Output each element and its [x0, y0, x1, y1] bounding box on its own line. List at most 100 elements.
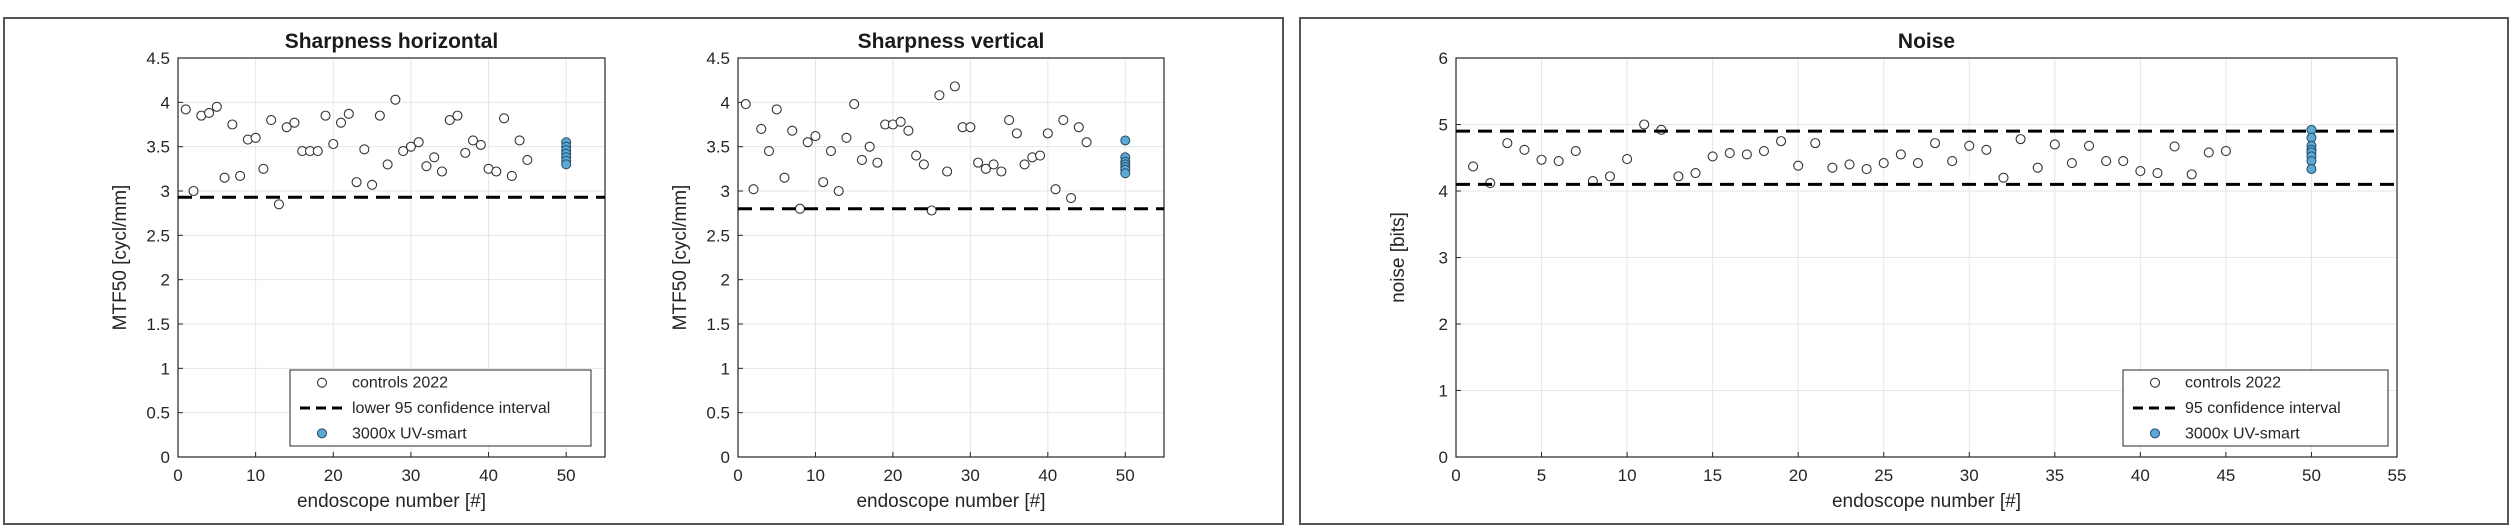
- sharpness-horizontal-axes-box: [177, 57, 606, 458]
- sharpness-horizontal-control-point: [390, 94, 401, 105]
- left-figure-panel: 0 10 20 30 40 50 0 0.5 1 1.5 2 2.5 3 3.5 4 4.5 Sharpness…: [3, 17, 1284, 525]
- sharpness-vertical-control-point: [895, 116, 906, 127]
- noise-x-tick-label: 20: [1789, 466, 1808, 485]
- sharpness-horizontal-control-point: [467, 135, 479, 146]
- noise-control-point: [1878, 158, 1889, 169]
- sharpness-horizontal-x-tick-label: 0: [173, 466, 182, 485]
- noise-x-tick-label: 25: [1874, 466, 1893, 485]
- noise-legend-marker-uvsmart: [2150, 428, 2160, 439]
- noise-y-tick-label: 6: [1439, 49, 1448, 68]
- noise-control-point: [1468, 161, 1479, 172]
- sharpness-horizontal-control-point: [413, 137, 424, 148]
- noise-control-point: [1570, 146, 1581, 157]
- noise-control-point: [1502, 138, 1513, 149]
- sharpness-vertical-axes-box: [737, 57, 1165, 458]
- sharpness-vertical-control-point: [771, 104, 782, 115]
- sharpness-vertical-control-point: [934, 90, 945, 101]
- noise-x-tick-label: 50: [2302, 466, 2321, 485]
- sharpness-vertical-control-point: [911, 150, 922, 161]
- sharpness-vertical-y-tick-label: 3.5: [706, 138, 730, 157]
- noise-uvsmart-point: [2306, 164, 2317, 175]
- sharpness-horizontal-control-point: [227, 119, 238, 130]
- sharpness-horizontal-control-point: [429, 152, 440, 163]
- sharpness-vertical-uvsmart-point: [1120, 168, 1131, 179]
- sharpness-horizontal-legend-label: lower 95 confidence interval: [352, 400, 550, 417]
- sharpness-horizontal-x-tick-label: 30: [401, 466, 420, 485]
- noise-x-tick-label: 35: [2045, 466, 2064, 485]
- sharpness-horizontal-control-point: [281, 122, 292, 133]
- noise-control-point: [1930, 138, 1941, 149]
- noise-control-point: [1895, 149, 1906, 160]
- noise-x-axis-label: endoscope number [#]: [1832, 491, 2021, 512]
- sharpness-horizontal-control-point: [289, 117, 300, 128]
- sharpness-horizontal-control-point: [258, 163, 269, 174]
- sharpness-vertical-control-point: [965, 122, 976, 133]
- noise-control-point: [2049, 139, 2060, 150]
- noise-x-tick-label: 40: [2131, 466, 2150, 485]
- sharpness-horizontal-y-tick-label: 4.5: [146, 49, 170, 68]
- sharpness-horizontal-y-axis-label: MTF50 [cycl/mm]: [110, 185, 131, 331]
- noise-control-point: [2066, 158, 2077, 169]
- sharpness-vertical-y-tick-label: 0.5: [706, 404, 730, 423]
- noise-control-point: [2220, 146, 2231, 157]
- sharpness-horizontal-control-point: [522, 154, 533, 166]
- noise-control-point: [2083, 140, 2095, 151]
- sharpness-vertical-control-point: [756, 123, 767, 134]
- sharpness-horizontal-y-tick-label: 1: [161, 359, 170, 378]
- noise-control-point: [1947, 156, 1958, 167]
- sharpness-vertical-control-point: [818, 177, 829, 188]
- sharpness-horizontal-control-point: [250, 132, 261, 143]
- noise-x-tick-label: 45: [2216, 466, 2235, 485]
- noise-control-point: [1741, 149, 1752, 160]
- sharpness-vertical-y-axis-label: MTF50 [cycl/mm]: [670, 185, 691, 331]
- sharpness-horizontal-y-tick-label: 4: [161, 93, 170, 112]
- noise-control-point: [2135, 166, 2146, 177]
- sharpness-vertical-control-point: [856, 154, 867, 166]
- noise-control-point: [2186, 169, 2197, 180]
- sharpness-vertical-control-point: [794, 203, 806, 214]
- sharpness-vertical-control-point: [1019, 159, 1030, 170]
- noise-y-tick-label: 1: [1439, 382, 1448, 401]
- noise-control-point: [1604, 171, 1616, 182]
- sharpness-horizontal-y-tick-label: 2.5: [146, 226, 170, 245]
- noise-control-point: [2203, 147, 2214, 158]
- sharpness-horizontal-x-tick-label: 50: [557, 466, 576, 485]
- sharpness-horizontal-control-point: [374, 110, 385, 121]
- sharpness-horizontal-control-point: [335, 117, 347, 128]
- sharpness-vertical-control-point: [918, 159, 929, 170]
- noise-control-point: [2101, 156, 2112, 167]
- noise-x-tick-label: 5: [1537, 466, 1546, 485]
- sharpness-vertical-control-point: [825, 146, 836, 157]
- noise-control-point: [1998, 172, 2009, 183]
- sharpness-vertical-control-point: [1035, 150, 1046, 161]
- sharpness-horizontal-control-point: [398, 146, 409, 157]
- noise-control-point: [1673, 171, 1684, 182]
- sharpness-horizontal-control-point: [367, 179, 378, 190]
- sharpness-horizontal-x-tick-label: 40: [479, 466, 498, 485]
- sharpness-vertical-x-axis-label: endoscope number [#]: [856, 491, 1045, 512]
- sharpness-vertical-y-tick-label: 2: [721, 271, 730, 290]
- sharpness-vertical-control-point: [849, 99, 860, 110]
- sharpness-horizontal-y-tick-label: 0.5: [146, 404, 170, 423]
- sharpness-vertical-control-point: [1011, 128, 1022, 139]
- sharpness-vertical-control-point: [1004, 115, 1015, 126]
- sharpness-horizontal-control-point: [328, 138, 339, 150]
- noise-control-point: [2169, 141, 2180, 152]
- sharpness-vertical-x-tick-label: 10: [806, 466, 825, 485]
- sharpness-horizontal-y-tick-label: 0: [161, 448, 170, 467]
- sharpness-horizontal-control-point: [359, 144, 370, 155]
- sharpness-vertical-control-point: [1081, 137, 1092, 148]
- sharpness-vertical-control-point: [903, 125, 914, 136]
- noise-x-tick-label: 0: [1451, 466, 1460, 485]
- sharpness-vertical-y-tick-label: 4.5: [706, 49, 730, 68]
- sharpness-vertical-control-point: [748, 184, 759, 195]
- noise-control-point: [1758, 146, 1770, 157]
- noise-control-point: [1964, 140, 1975, 151]
- sharpness-vertical-y-tick-label: 0: [721, 448, 730, 467]
- sharpness-horizontal-control-point: [180, 104, 191, 115]
- noise-control-point: [1690, 167, 1701, 179]
- noise-axes-box: [1455, 57, 2398, 458]
- noise-control-point: [1912, 158, 1923, 169]
- noise-x-tick-label: 30: [1960, 466, 1979, 485]
- sharpness-vertical-x-tick-label: 20: [883, 466, 902, 485]
